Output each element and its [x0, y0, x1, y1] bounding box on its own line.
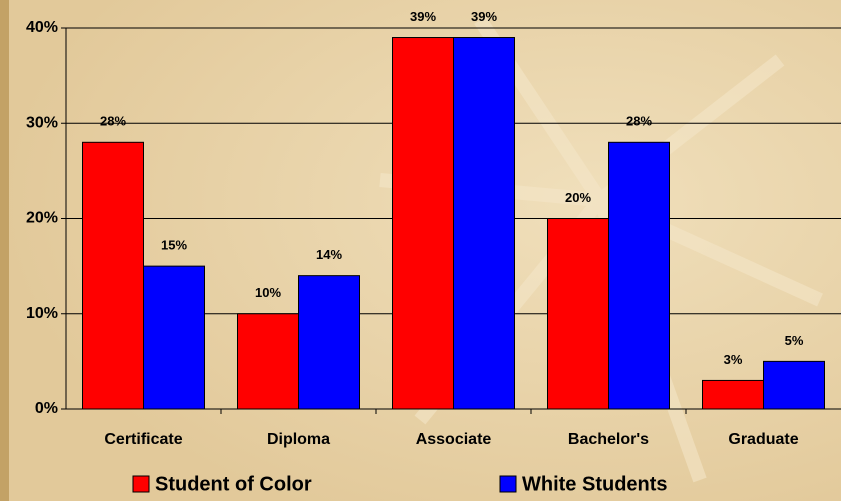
legend-swatch [132, 475, 150, 493]
x-tick-label: Bachelor's [568, 431, 649, 448]
bar [82, 141, 144, 410]
value-label: 39% [471, 9, 497, 24]
value-label: 28% [100, 114, 126, 129]
value-label: 28% [626, 114, 652, 129]
x-tick-label: Associate [416, 431, 492, 448]
value-label: 5% [785, 333, 804, 348]
y-tick-label: 30% [26, 114, 58, 131]
x-tick-label: Graduate [728, 431, 798, 448]
side-strip [0, 0, 9, 501]
legend-swatch [499, 475, 517, 493]
bar [298, 275, 360, 410]
bar [453, 37, 515, 410]
bar [392, 37, 454, 410]
bar [237, 313, 299, 410]
y-tick-label: 10% [26, 305, 58, 322]
x-tick-label: Certificate [104, 431, 182, 448]
bar [763, 360, 825, 410]
bar [702, 379, 764, 410]
value-label: 39% [410, 9, 436, 24]
value-label: 10% [255, 285, 281, 300]
value-label: 15% [161, 238, 187, 253]
bar [608, 141, 670, 410]
y-tick-label: 20% [26, 210, 58, 227]
legend-label: White Students [522, 473, 668, 495]
legend-label: Student of Color [155, 473, 312, 495]
y-tick-label: 0% [35, 400, 58, 417]
bar [547, 218, 609, 410]
value-label: 20% [565, 190, 591, 205]
value-label: 14% [316, 247, 342, 262]
bar [143, 265, 205, 410]
value-label: 3% [724, 352, 743, 367]
x-tick-label: Diploma [267, 431, 330, 448]
y-tick-label: 40% [26, 19, 58, 36]
